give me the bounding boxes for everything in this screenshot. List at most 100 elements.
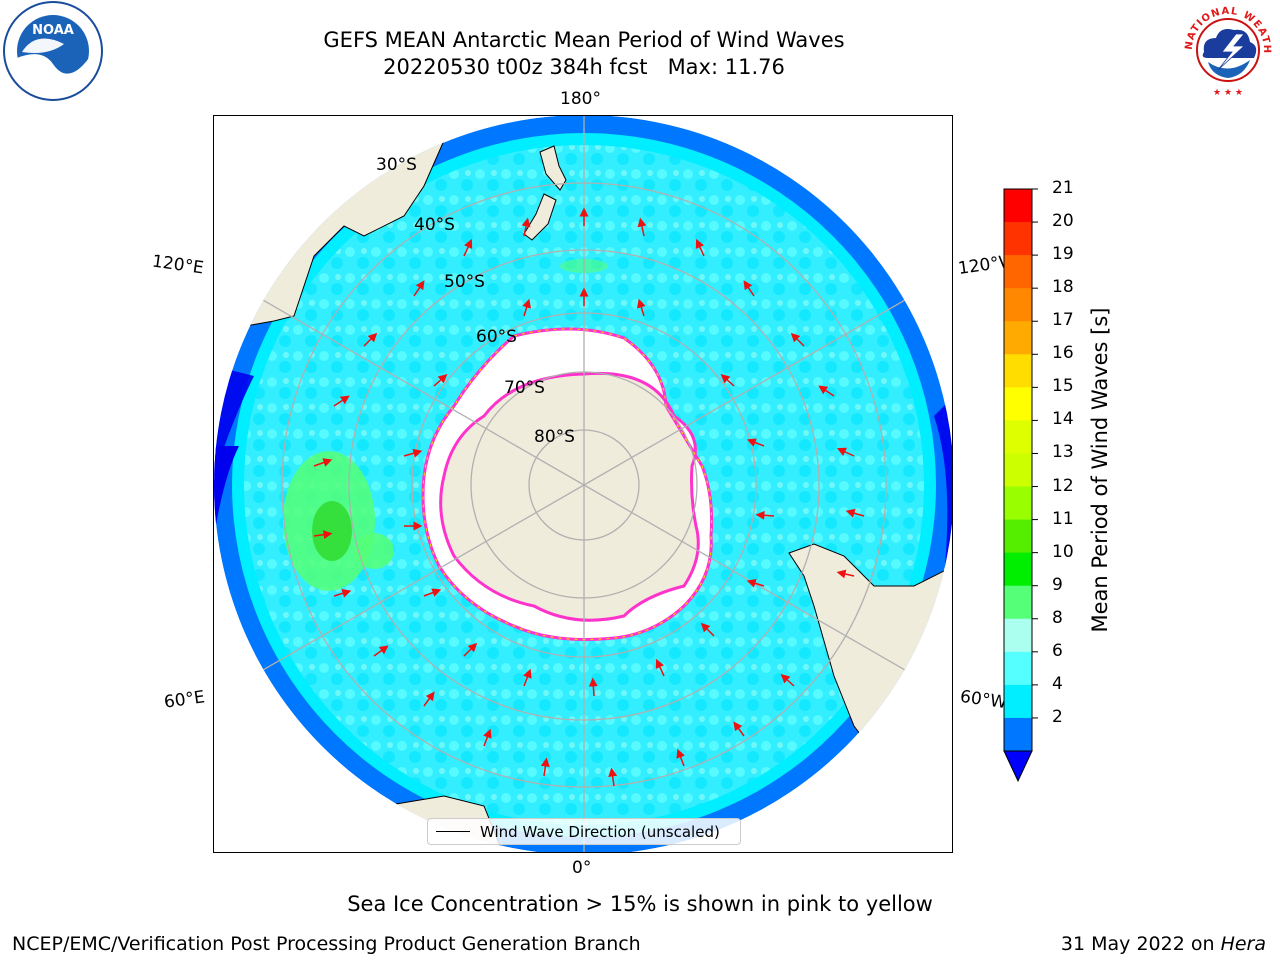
wind-arrow [313, 458, 333, 467]
colorbar-tick-label: 8 [1052, 607, 1063, 628]
noaa-logo-text: NOAA [32, 23, 74, 38]
legend-line-swatch [436, 831, 470, 832]
colorbar [1003, 188, 1038, 783]
colorbar-tick-label: 13 [1052, 442, 1074, 463]
sea-ice-note: Sea Ice Concentration > 15% is shown in … [347, 892, 933, 916]
wind-arrow [423, 691, 435, 707]
wind-arrow [720, 373, 735, 387]
lat-label: 70°S [504, 378, 545, 398]
wind-arrow [433, 373, 448, 387]
sea-ice [421, 327, 714, 641]
wind-arrow [818, 385, 835, 397]
colorbar-tick-label: 10 [1052, 541, 1074, 562]
colorbar-tick-label: 2 [1052, 706, 1063, 727]
wind-arrow [523, 668, 532, 687]
wind-arrow [483, 728, 492, 747]
colorbar-tick-label: 14 [1052, 409, 1074, 430]
colorbar-label: Mean Period of Wind Waves [s] [1088, 307, 1112, 633]
colorbar-tick-label: 18 [1052, 277, 1074, 298]
lon-label-top: 180° [560, 89, 601, 109]
lat-label: 80°S [534, 427, 575, 447]
colorbar-segment [1004, 684, 1032, 719]
ocean-field [214, 116, 952, 852]
nws-logo: NATIONAL WEATHER SERVICE ★ ★ ★ [1178, 0, 1276, 98]
wind-arrow [463, 642, 478, 657]
graticule [214, 116, 952, 852]
colorbar-tick-label: 6 [1052, 640, 1063, 661]
colorbar-tick-label: 17 [1052, 310, 1074, 331]
wind-arrow [540, 757, 550, 777]
map-frame: 30°S 40°S 50°S 60°S 70°S 80°S [213, 115, 953, 853]
colorbar-segment [1004, 486, 1032, 521]
wind-arrow [743, 280, 755, 297]
colorbar-tick-label: 15 [1052, 376, 1074, 397]
colorbar-segment [1004, 189, 1032, 223]
colorbar-tick-label: 12 [1052, 475, 1074, 496]
legend-label: Wind Wave Direction (unscaled) [480, 822, 720, 841]
colorbar-border [1003, 188, 1033, 752]
lat-label: 60°S [476, 327, 517, 347]
colorbar-segment [1004, 651, 1032, 686]
colorbar-segment [1004, 321, 1032, 355]
wind-arrow [521, 217, 531, 237]
chart-title: GEFS MEAN Antarctic Mean Period of Wind … [323, 28, 845, 52]
colorbar-segment [1004, 618, 1032, 653]
wind-arrow [608, 767, 618, 787]
svg-text:★ ★ ★: ★ ★ ★ [1213, 88, 1243, 98]
wind-arrow [746, 579, 765, 588]
run-date: 31 May 2022 on Hera [1061, 933, 1266, 955]
wind-arrow [836, 569, 855, 579]
wind-arrow [695, 238, 705, 257]
noaa-logo: NOAA [3, 1, 103, 101]
branch-credit: NCEP/EMC/Verification Post Processing Pr… [12, 933, 641, 955]
lat-label: 50°S [444, 272, 485, 292]
wind-arrow [373, 645, 389, 657]
lat-label: 30°S [376, 155, 417, 175]
chart-subtitle: 20220530 t00z 384h fcst Max: 11.76 [383, 55, 785, 79]
machine-name: Hera [1220, 933, 1266, 955]
polar-map: 30°S 40°S 50°S 60°S 70°S 80°S [214, 116, 952, 852]
wind-arrow [836, 447, 855, 457]
wind-arrow [463, 238, 473, 257]
colorbar-tick-label: 9 [1052, 574, 1063, 595]
colorbar-segment [1004, 288, 1032, 322]
colorbar-tick-label: 4 [1052, 673, 1063, 694]
wind-arrow [780, 673, 795, 687]
lon-label-bottom: 0° [572, 858, 592, 878]
wind-arrow [746, 438, 765, 447]
colorbar-extend-triangle [1003, 750, 1033, 783]
wind-arrow [637, 217, 647, 237]
wind-arrow [733, 721, 745, 737]
colorbar-segment [1004, 519, 1032, 554]
wind-arrow [700, 622, 715, 637]
run-date-text: 31 May 2022 on [1060, 933, 1221, 955]
wind-arrow [403, 448, 423, 458]
wind-arrow [333, 589, 352, 598]
colorbar-tick-label: 16 [1052, 343, 1074, 364]
wind-arrow [676, 748, 685, 767]
wind-arrow [637, 298, 646, 317]
wind-arrow [522, 298, 531, 317]
wind-arrow [845, 508, 865, 518]
wind-arrows [313, 207, 865, 787]
lat-label: 40°S [414, 215, 455, 235]
colorbar-tick-label: 19 [1052, 244, 1074, 265]
colorbar-segment [1004, 420, 1032, 454]
colorbar-segment [1004, 222, 1032, 256]
wind-arrow [363, 332, 378, 347]
wind-arrow [790, 332, 805, 347]
wind-arrow [655, 658, 665, 677]
colorbar-tick-label: 11 [1052, 508, 1074, 529]
colorbar-segment [1004, 585, 1032, 620]
colorbar-tick-label: 20 [1052, 211, 1074, 232]
wind-arrow [755, 510, 775, 520]
legend: Wind Wave Direction (unscaled) [427, 818, 741, 845]
lon-label-lower-left: 60°E [162, 687, 207, 713]
wind-arrow [333, 395, 350, 407]
colorbar-segment [1004, 453, 1032, 488]
wind-arrow [423, 588, 442, 597]
wind-arrow [413, 280, 425, 297]
colorbar-segment [1004, 255, 1032, 289]
colorbar-segment [1004, 552, 1032, 587]
lon-label-upper-left: 120°E [150, 251, 205, 279]
